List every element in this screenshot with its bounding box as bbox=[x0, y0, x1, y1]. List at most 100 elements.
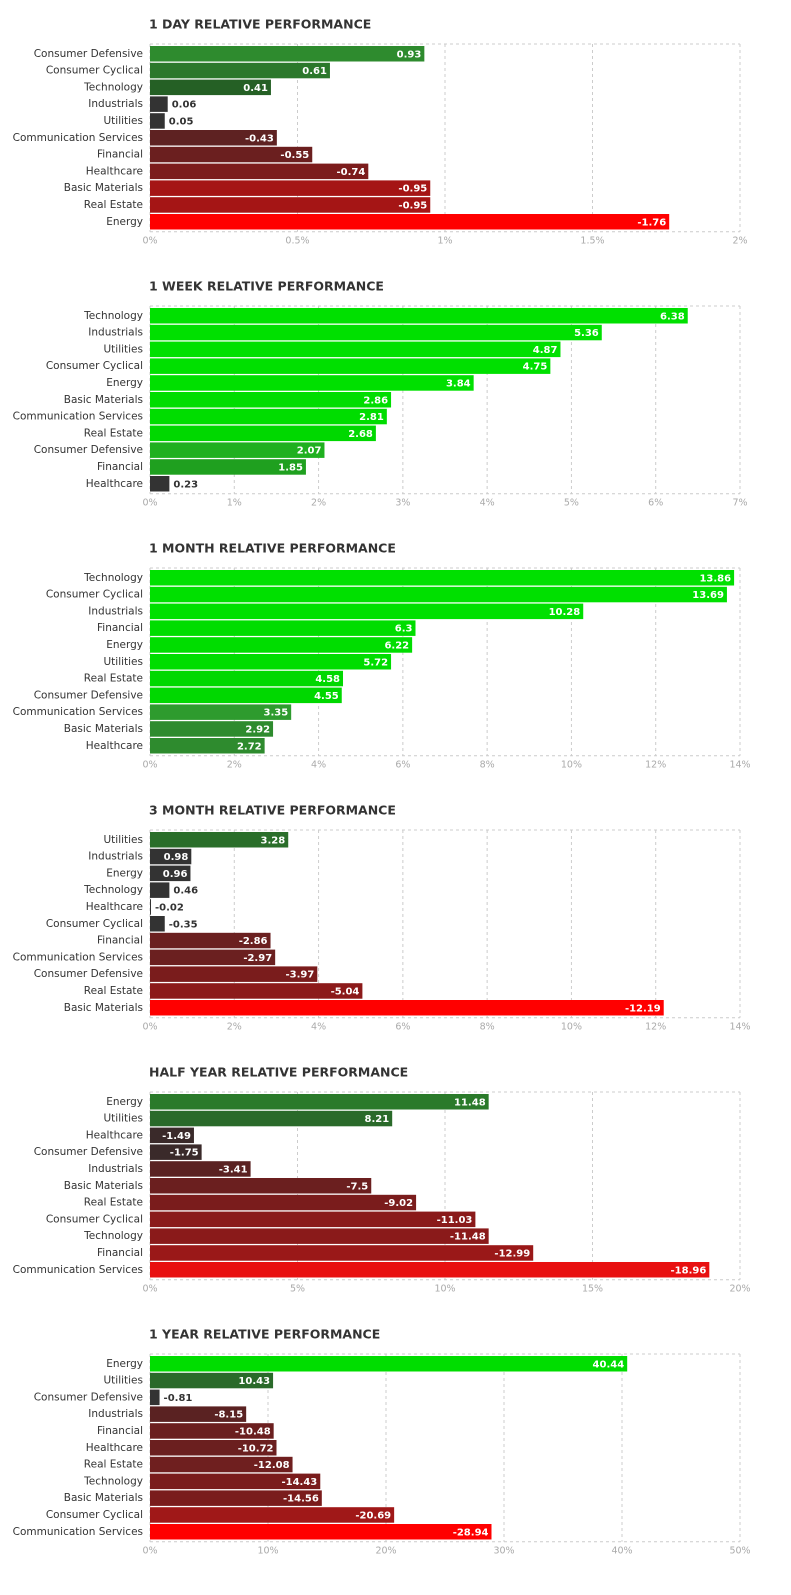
bar bbox=[150, 586, 727, 603]
bar bbox=[150, 79, 271, 96]
value-label: 1.85 bbox=[278, 462, 303, 473]
y-tick-label: Technology bbox=[83, 310, 143, 322]
value-label: 40.44 bbox=[593, 1359, 625, 1370]
bar bbox=[150, 197, 431, 213]
bar bbox=[150, 721, 274, 737]
bar bbox=[150, 62, 330, 79]
bar bbox=[150, 1490, 322, 1506]
bar bbox=[150, 96, 168, 112]
y-tick-label: Energy bbox=[106, 867, 143, 879]
bar bbox=[150, 1356, 628, 1372]
value-label: 4.58 bbox=[315, 674, 340, 685]
x-tick-label: 8% bbox=[480, 1021, 495, 1032]
y-tick-label: Utilities bbox=[103, 343, 143, 355]
bar bbox=[150, 916, 165, 932]
value-label: -14.43 bbox=[281, 1477, 317, 1488]
x-tick-label: 14% bbox=[729, 759, 750, 770]
bar bbox=[150, 1178, 372, 1194]
x-tick-label: 7% bbox=[732, 497, 747, 508]
y-tick-label: Consumer Defensive bbox=[34, 444, 143, 456]
y-tick-label: Technology bbox=[83, 884, 143, 896]
value-label: -2.97 bbox=[243, 953, 272, 964]
bar bbox=[150, 459, 306, 475]
bar bbox=[150, 476, 170, 492]
x-tick-label: 14% bbox=[729, 1021, 750, 1032]
x-tick-label: 2% bbox=[311, 497, 326, 508]
bar bbox=[150, 1245, 534, 1261]
bar bbox=[150, 1456, 293, 1473]
y-tick-label: Consumer Defensive bbox=[34, 968, 143, 980]
value-label: 0.98 bbox=[164, 852, 189, 863]
bar bbox=[150, 392, 392, 408]
bar bbox=[150, 570, 735, 586]
value-label: 0.61 bbox=[302, 66, 327, 77]
value-label: 5.72 bbox=[363, 657, 388, 668]
bar bbox=[150, 1127, 194, 1144]
x-tick-label: 0% bbox=[142, 235, 157, 246]
bar bbox=[150, 308, 688, 324]
bar bbox=[150, 865, 191, 882]
x-tick-label: 0% bbox=[142, 1283, 157, 1294]
bar bbox=[150, 1507, 395, 1523]
y-tick-label: Healthcare bbox=[86, 478, 143, 490]
bar bbox=[150, 1110, 393, 1127]
y-tick-label: Technology bbox=[83, 81, 143, 93]
bar bbox=[150, 1000, 664, 1016]
y-tick-label: Consumer Defensive bbox=[34, 1146, 143, 1158]
x-tick-label: 12% bbox=[645, 759, 666, 770]
bar bbox=[150, 46, 425, 62]
value-label: 4.87 bbox=[533, 345, 558, 356]
value-label: 5.36 bbox=[574, 328, 599, 339]
y-tick-label: Real Estate bbox=[84, 427, 143, 439]
value-label: -8.15 bbox=[214, 1410, 243, 1421]
bar bbox=[150, 425, 376, 442]
value-label: 2.86 bbox=[363, 395, 388, 406]
value-label: -0.55 bbox=[280, 150, 309, 161]
y-tick-label: Financial bbox=[97, 461, 143, 473]
y-tick-label: Energy bbox=[106, 1358, 143, 1370]
x-tick-label: 0.5% bbox=[285, 235, 309, 246]
y-tick-label: Healthcare bbox=[86, 1129, 143, 1141]
bar bbox=[150, 1262, 710, 1278]
y-tick-label: Energy bbox=[106, 639, 143, 651]
bar-chart: 3 MONTH RELATIVE PERFORMANCE 0% 2% 4% 6% 8% 10… bbox=[13, 803, 751, 1033]
bar bbox=[150, 949, 276, 966]
bar bbox=[150, 1228, 489, 1244]
value-label: -0.43 bbox=[245, 133, 274, 144]
y-tick-label: Real Estate bbox=[84, 1459, 143, 1471]
bar bbox=[150, 848, 192, 865]
x-tick-label: 20% bbox=[375, 1545, 396, 1556]
value-label: 3.28 bbox=[261, 835, 286, 846]
chart-title: HALF YEAR RELATIVE PERFORMANCE bbox=[149, 1065, 408, 1080]
bar bbox=[150, 1473, 321, 1490]
x-tick-label: 10% bbox=[257, 1545, 278, 1556]
value-label: 8.21 bbox=[365, 1114, 390, 1125]
value-label: -0.02 bbox=[155, 902, 184, 913]
y-tick-label: Consumer Cyclical bbox=[46, 589, 143, 601]
x-tick-label: 0% bbox=[142, 759, 157, 770]
y-tick-label: Real Estate bbox=[84, 199, 143, 211]
bar bbox=[150, 1194, 417, 1211]
y-tick-label: Real Estate bbox=[84, 1197, 143, 1209]
value-label: 3.35 bbox=[263, 708, 288, 719]
value-label: -3.97 bbox=[285, 970, 314, 981]
value-label: -1.75 bbox=[170, 1148, 199, 1159]
value-label: -14.56 bbox=[283, 1494, 319, 1505]
y-tick-label: Utilities bbox=[103, 1113, 143, 1125]
x-tick-label: 1% bbox=[437, 235, 452, 246]
x-tick-label: 0% bbox=[142, 497, 157, 508]
value-label: -11.48 bbox=[450, 1232, 486, 1243]
value-label: 10.43 bbox=[238, 1376, 270, 1387]
y-tick-label: Basic Materials bbox=[64, 723, 143, 735]
bar bbox=[150, 932, 271, 949]
y-tick-label: Basic Materials bbox=[64, 394, 143, 406]
y-tick-label: Utilities bbox=[103, 1375, 143, 1387]
value-label: -10.72 bbox=[238, 1443, 274, 1454]
x-tick-label: 5% bbox=[564, 497, 579, 508]
y-tick-label: Financial bbox=[97, 935, 143, 947]
value-label: 0.93 bbox=[397, 49, 422, 60]
x-tick-label: 2% bbox=[227, 759, 242, 770]
y-tick-label: Communication Services bbox=[13, 411, 143, 423]
value-label: -18.96 bbox=[671, 1265, 707, 1276]
bar bbox=[150, 603, 584, 620]
